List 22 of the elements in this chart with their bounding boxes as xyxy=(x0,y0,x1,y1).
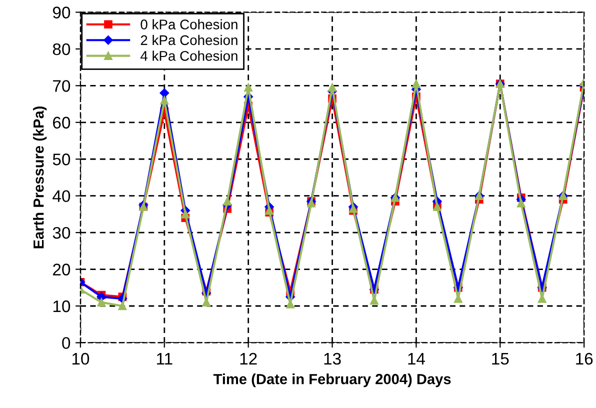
x-axis-title: Time (Date in February 2004) Days xyxy=(213,374,451,388)
y-tick-label: 20 xyxy=(53,264,70,276)
x-tick-label: 10 xyxy=(72,352,90,365)
y-tick-label: 50 xyxy=(52,154,70,166)
y-tick-label: 10 xyxy=(53,300,70,312)
y-tick-label: 60 xyxy=(53,116,70,129)
x-tick-label: 16 xyxy=(576,352,593,365)
x-tick-label: 13 xyxy=(324,352,341,365)
y-tick-label: 80 xyxy=(52,43,70,56)
y-tick-label: 70 xyxy=(53,80,70,92)
legend-label: 4 kPa Cohesion xyxy=(140,50,238,61)
y-axis-title: Earth Pressure (kPa) xyxy=(33,106,47,248)
x-tick-label: 11 xyxy=(157,353,172,365)
y-tick-label: 40 xyxy=(52,190,70,202)
legend-label: 0 kPa Cohesion xyxy=(140,19,238,30)
x-tick-label: 12 xyxy=(240,352,257,365)
y-tick-label: 90 xyxy=(52,6,70,18)
legend-label: 2 kPa Cohesion xyxy=(140,34,238,46)
y-tick-label: 0 xyxy=(62,337,70,349)
y-tick-label: 30 xyxy=(52,226,70,239)
x-tick-label: 14 xyxy=(408,353,425,365)
x-tick-label: 15 xyxy=(492,353,509,365)
